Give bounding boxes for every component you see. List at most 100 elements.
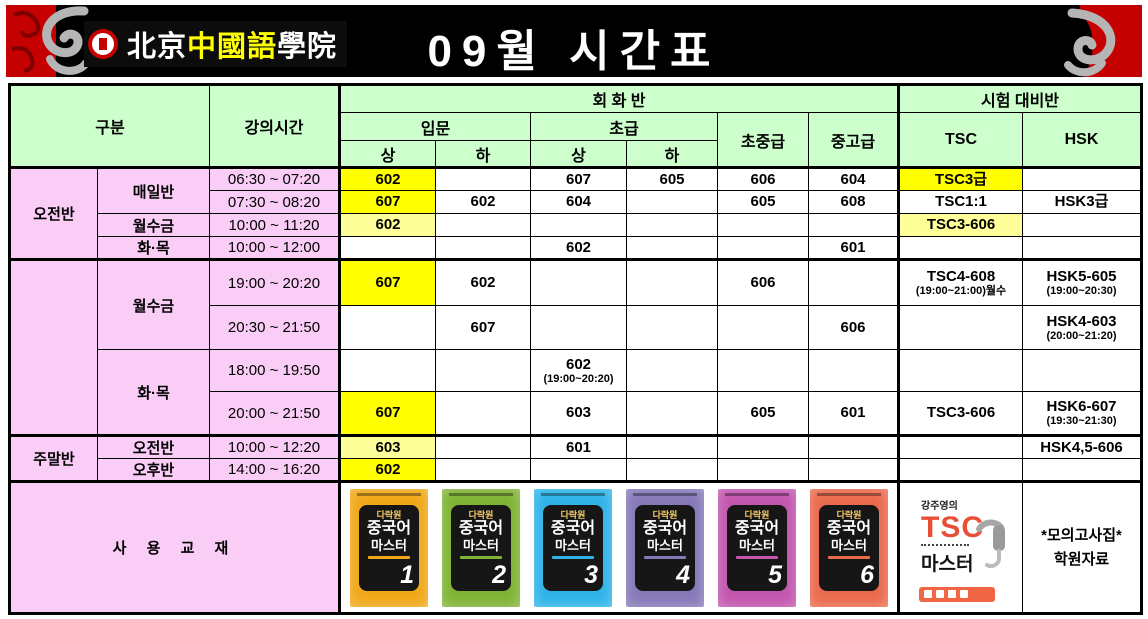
header-lower-intermediate: 초중급	[717, 112, 809, 168]
book-brand: 다락원	[468, 509, 494, 520]
schedule-cell: 602	[435, 190, 531, 214]
schedule-cell	[626, 349, 718, 392]
schedule-cell: 602	[338, 166, 436, 191]
book-cover-4: 다락원 중국어 마스터 4	[626, 488, 704, 607]
room-number: 607	[375, 193, 401, 211]
book-title: 중국어	[826, 520, 872, 538]
schedule-cell: 601	[808, 391, 899, 436]
book-brand: 다락원	[652, 509, 678, 520]
room-number: 606	[750, 274, 776, 292]
schedule-cell: TSC1:1	[897, 190, 1023, 214]
cloud-swirl-right-icon	[1064, 5, 1142, 77]
header-upper-intermediate: 중고급	[808, 112, 899, 168]
schedule-cell	[897, 305, 1023, 350]
book-cover-3: 다락원 중국어 마스터 3	[534, 488, 612, 607]
time-cell: 06:30 ~ 07:20	[209, 166, 340, 191]
room-number: 607	[565, 170, 592, 188]
room-number: 601	[840, 404, 866, 422]
tsc-book-subtitle: 마스터	[921, 554, 974, 575]
room-number: 602	[470, 193, 496, 211]
subgroup-cell: 오전반	[97, 434, 210, 459]
schedule-cell: 607	[338, 391, 436, 436]
schedule-cell	[717, 458, 809, 482]
group-cell-evening	[9, 258, 98, 436]
header-beginner-upper: 상	[530, 140, 627, 168]
time-cell: 10:00 ~ 12:00	[209, 236, 340, 260]
schedule-cell: 603	[530, 391, 627, 436]
schedule-cell	[626, 236, 718, 260]
school-name: 北京中國語學院	[127, 31, 338, 63]
header-beginner: 초급	[530, 112, 718, 141]
room-number: 608	[840, 193, 866, 211]
group-cell-morning: 오전반	[9, 166, 98, 260]
room-number: 602	[375, 216, 401, 234]
schedule-cell	[530, 213, 627, 237]
schedule-cell: HSK4,5-606	[1022, 434, 1142, 459]
schedule-cell: HSK6-607 (19:30~21:30)	[1022, 391, 1142, 436]
room-number: 607	[470, 318, 496, 336]
room-number: 605	[659, 170, 685, 188]
schedule-cell: 603	[338, 434, 436, 459]
room-number: 606	[750, 170, 776, 188]
book-subtitle: 마스터	[555, 537, 591, 553]
time-cell: 18:00 ~ 19:50	[209, 349, 340, 392]
schedule-cell	[530, 305, 627, 350]
class-time-note: (19:00~21:00)월수	[915, 285, 1007, 298]
book-title: 중국어	[550, 520, 596, 538]
book-number: 6	[860, 560, 874, 589]
class-time-note: (19:00~20:20)	[543, 372, 614, 385]
schedule-cell	[1022, 349, 1142, 392]
class-code: HSK3급	[1054, 193, 1109, 211]
schedule-cell	[338, 305, 436, 350]
class-code: HSK6-607	[1046, 398, 1117, 416]
header-hsk: HSK	[1022, 112, 1142, 168]
schedule-cell	[808, 213, 899, 237]
book-covers: 다락원 중국어 마스터 1 다락원 중국어 마스터 2 다락원 중국어 마스터 3 다락원 중국어 마…	[343, 485, 898, 611]
room-number: 602	[470, 274, 496, 292]
room-number: 605	[750, 404, 776, 422]
class-code: HSK4,5-606	[1040, 438, 1123, 456]
schedule-cell	[897, 458, 1023, 482]
schedule-cell	[626, 458, 718, 482]
schedule-cell: 606	[808, 305, 899, 350]
tsc-book-footer	[919, 586, 995, 602]
tsc-book-cell: 강주영의 TSC 마스터	[897, 480, 1023, 614]
schedule-cell: 607	[530, 166, 627, 191]
schedule-cell	[1022, 236, 1142, 260]
materials-label: 사 용 교 재	[9, 480, 340, 614]
note-line-1: *모의고사집*	[1041, 526, 1122, 544]
class-code: TSC1:1	[935, 193, 987, 211]
class-code: TSC3-606	[926, 404, 996, 422]
schedule-cell: 605	[717, 391, 809, 436]
schedule-cell	[808, 434, 899, 459]
schedule-cell: TSC3급	[897, 166, 1023, 191]
schedule-cell: HSK3급	[1022, 190, 1142, 214]
schedule-cell: 604	[808, 166, 899, 191]
time-cell: 10:00 ~ 11:20	[209, 213, 340, 237]
schedule-cell	[626, 258, 718, 306]
schedule-cell: HSK4-603 (20:00~21:20)	[1022, 305, 1142, 350]
schedule-cell: 601	[530, 434, 627, 459]
schedule-cell: TSC4-608 (19:00~21:00)월수	[897, 258, 1023, 306]
schedule-cell	[808, 349, 899, 392]
schedule-cell: 607	[338, 258, 436, 306]
schedule-cell	[717, 305, 809, 350]
book-brand: 다락원	[744, 509, 770, 520]
subgroup-cell: 화·목	[97, 236, 210, 260]
schedule-cell: 602	[530, 236, 627, 260]
header-intro: 입문	[338, 112, 531, 141]
schedule-cell	[435, 391, 531, 436]
schedule-cell: 606	[717, 166, 809, 191]
schedule-cell	[626, 190, 718, 214]
room-number: 601	[840, 238, 866, 256]
schedule-cell	[435, 458, 531, 482]
tsc-book-title: TSC	[921, 510, 984, 544]
book-brand: 다락원	[376, 509, 402, 520]
schedule-cell	[808, 258, 899, 306]
time-cell: 20:30 ~ 21:50	[209, 305, 340, 350]
book-number: 5	[768, 560, 782, 589]
banner: 北京中國語學院 09월 시간표	[6, 5, 1142, 77]
class-code: HSK4-603	[1046, 312, 1117, 330]
schedule-cell	[897, 434, 1023, 459]
